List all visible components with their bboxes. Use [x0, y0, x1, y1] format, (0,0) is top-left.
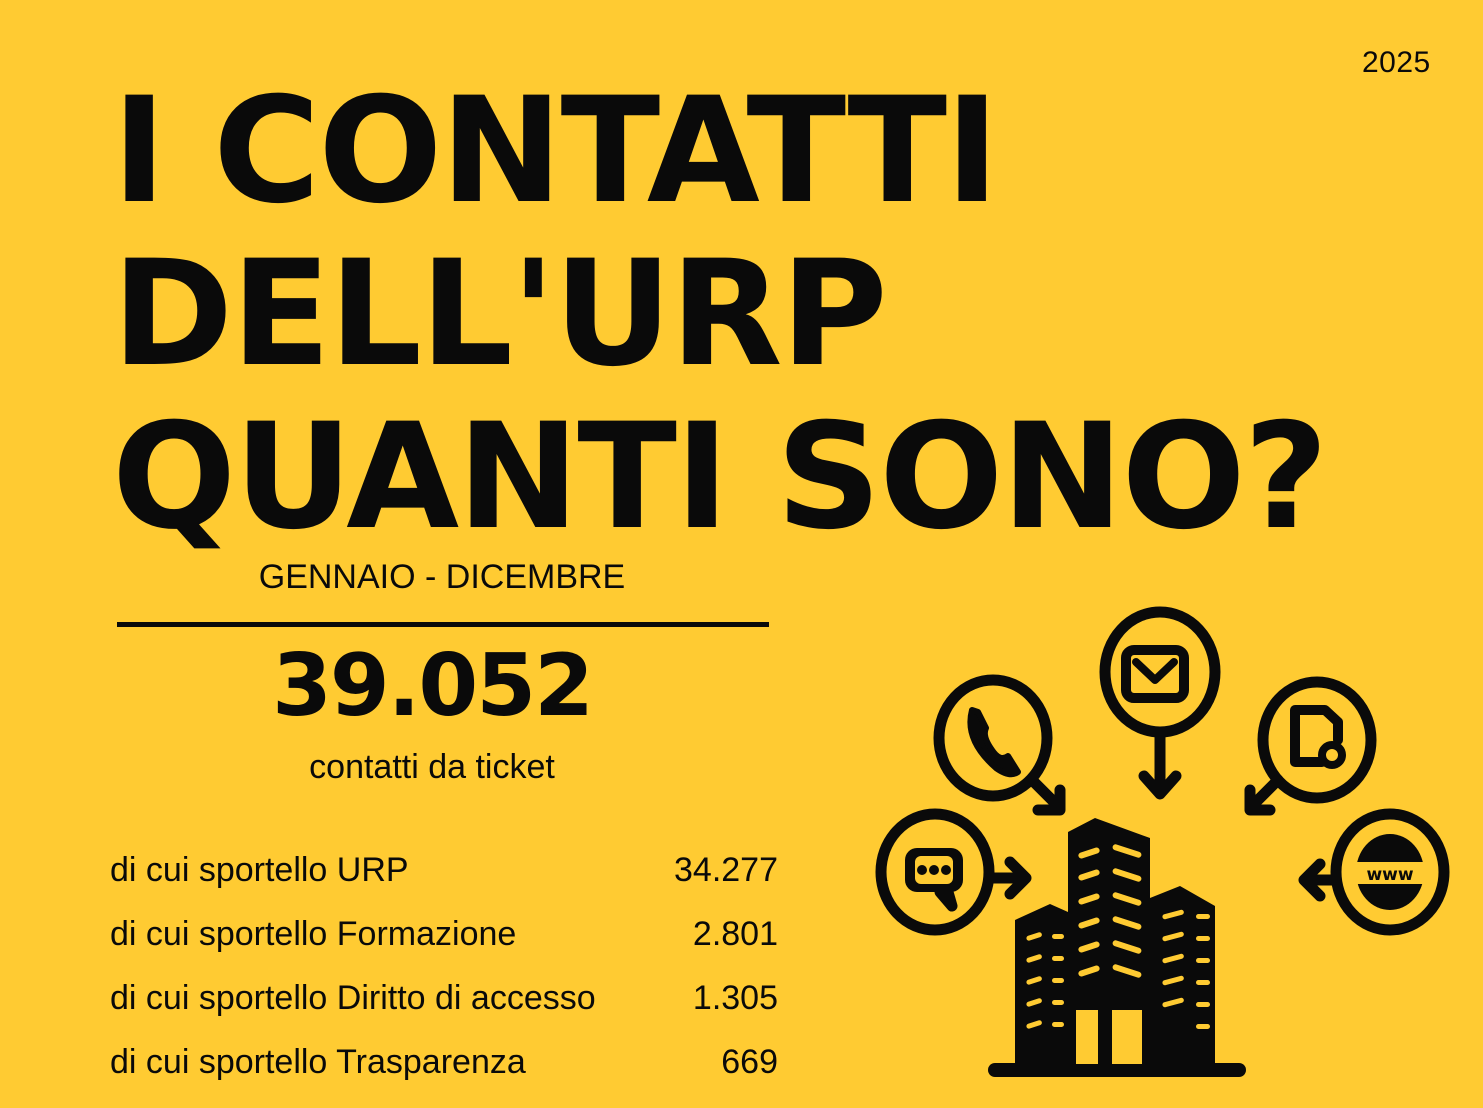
breakdown-label: di cui sportello Formazione [110, 914, 517, 953]
year-label: 2025 [1362, 46, 1431, 79]
total-contacts: 39.052 [272, 636, 594, 736]
breakdown-value: 1.305 [692, 978, 778, 1017]
period-label: GENNAIO - DICEMBRE [258, 558, 626, 596]
title-line-2: DELL'URP [112, 229, 888, 399]
divider [117, 622, 769, 627]
contact-channels-illustration: www [875, 606, 1450, 1077]
breakdown-label: di cui sportello Trasparenza [110, 1042, 526, 1081]
mail-icon [1099, 606, 1221, 800]
breakdown-value: 2.801 [692, 914, 778, 953]
svg-text:www: www [1366, 865, 1413, 885]
breakdown-row: di cui sportello Diritto di accesso 1.30… [110, 966, 778, 1030]
document-icon [1244, 676, 1377, 816]
title-line-3: QUANTI SONO? [112, 392, 1328, 562]
phone-icon [933, 674, 1066, 816]
breakdown-value: 34.277 [674, 850, 778, 889]
building-icon [988, 818, 1246, 1077]
breakdown-label: di cui sportello Diritto di accesso [110, 978, 596, 1017]
title-line-1: I CONTATTI [112, 66, 999, 236]
breakdown-row: di cui sportello URP 34.277 [110, 838, 778, 902]
web-icon: www [1298, 808, 1450, 936]
page-title: I CONTATTI DELL'URP QUANTI SONO? [112, 66, 1328, 562]
total-contacts-label: contatti da ticket [309, 748, 555, 786]
breakdown-list: di cui sportello URP 34.277 di cui sport… [110, 838, 778, 1094]
breakdown-label: di cui sportello URP [110, 850, 409, 889]
breakdown-value: 669 [721, 1042, 778, 1081]
breakdown-row: di cui sportello Formazione 2.801 [110, 902, 778, 966]
chat-icon [875, 808, 1032, 936]
breakdown-row: di cui sportello Trasparenza 669 [110, 1030, 778, 1094]
